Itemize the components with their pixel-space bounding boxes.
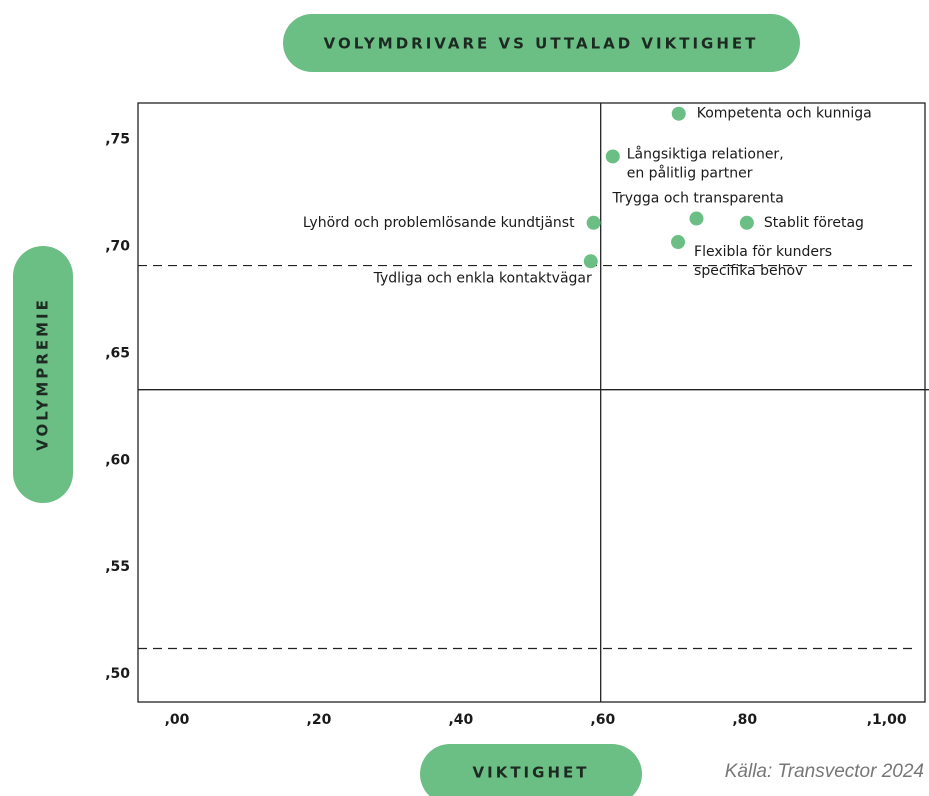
point-label: Lyhörd och problemlösande kundtjänst [303,215,575,231]
x-tick-label: ,00 [165,712,190,728]
x-tick-label: ,60 [590,712,615,728]
point [605,149,620,164]
y-tick-label: ,60 [105,452,130,468]
plot-frame [137,102,926,703]
y-tick-label: ,65 [105,345,130,361]
title-pill [283,14,800,72]
x-tick-label: ,1,00 [867,712,907,728]
point-label: Flexibla för kunders [694,244,832,260]
y-tick-label: ,75 [105,131,130,147]
source: Källa: Transvector 2024 [725,761,924,782]
x-tick-label: ,80 [732,712,757,728]
x-axis-label: VIKTIGHET [473,764,590,782]
point [586,215,601,230]
point-label: en pålitlig partner [627,164,753,181]
x-tick-label: ,20 [307,712,332,728]
point-label: specifika behov [694,263,803,279]
point-label: Kompetenta och kunniga [697,106,872,122]
chart-title: VOLYMDRIVARE VS UTTALAD VIKTIGHET [324,35,759,53]
point-label: Tydliga och enkla kontaktvägar [373,270,592,286]
y-label-pill [13,246,73,503]
point-label: Långsiktiga relationer, [627,145,784,162]
x-tick-label: ,40 [448,712,473,728]
y-tick-label: ,50 [105,666,130,682]
y-tick-label: ,70 [105,238,130,254]
point-label: Trygga och transparenta [611,191,783,207]
point [583,254,598,269]
x-label-pill [420,744,642,796]
point [671,106,686,121]
y-axis-label: VOLYMPREMIE [34,297,52,451]
point [689,211,704,226]
y-tick-label: ,55 [105,559,130,575]
point [739,215,754,230]
point [671,235,686,250]
point-label: Stablit företag [764,215,864,231]
